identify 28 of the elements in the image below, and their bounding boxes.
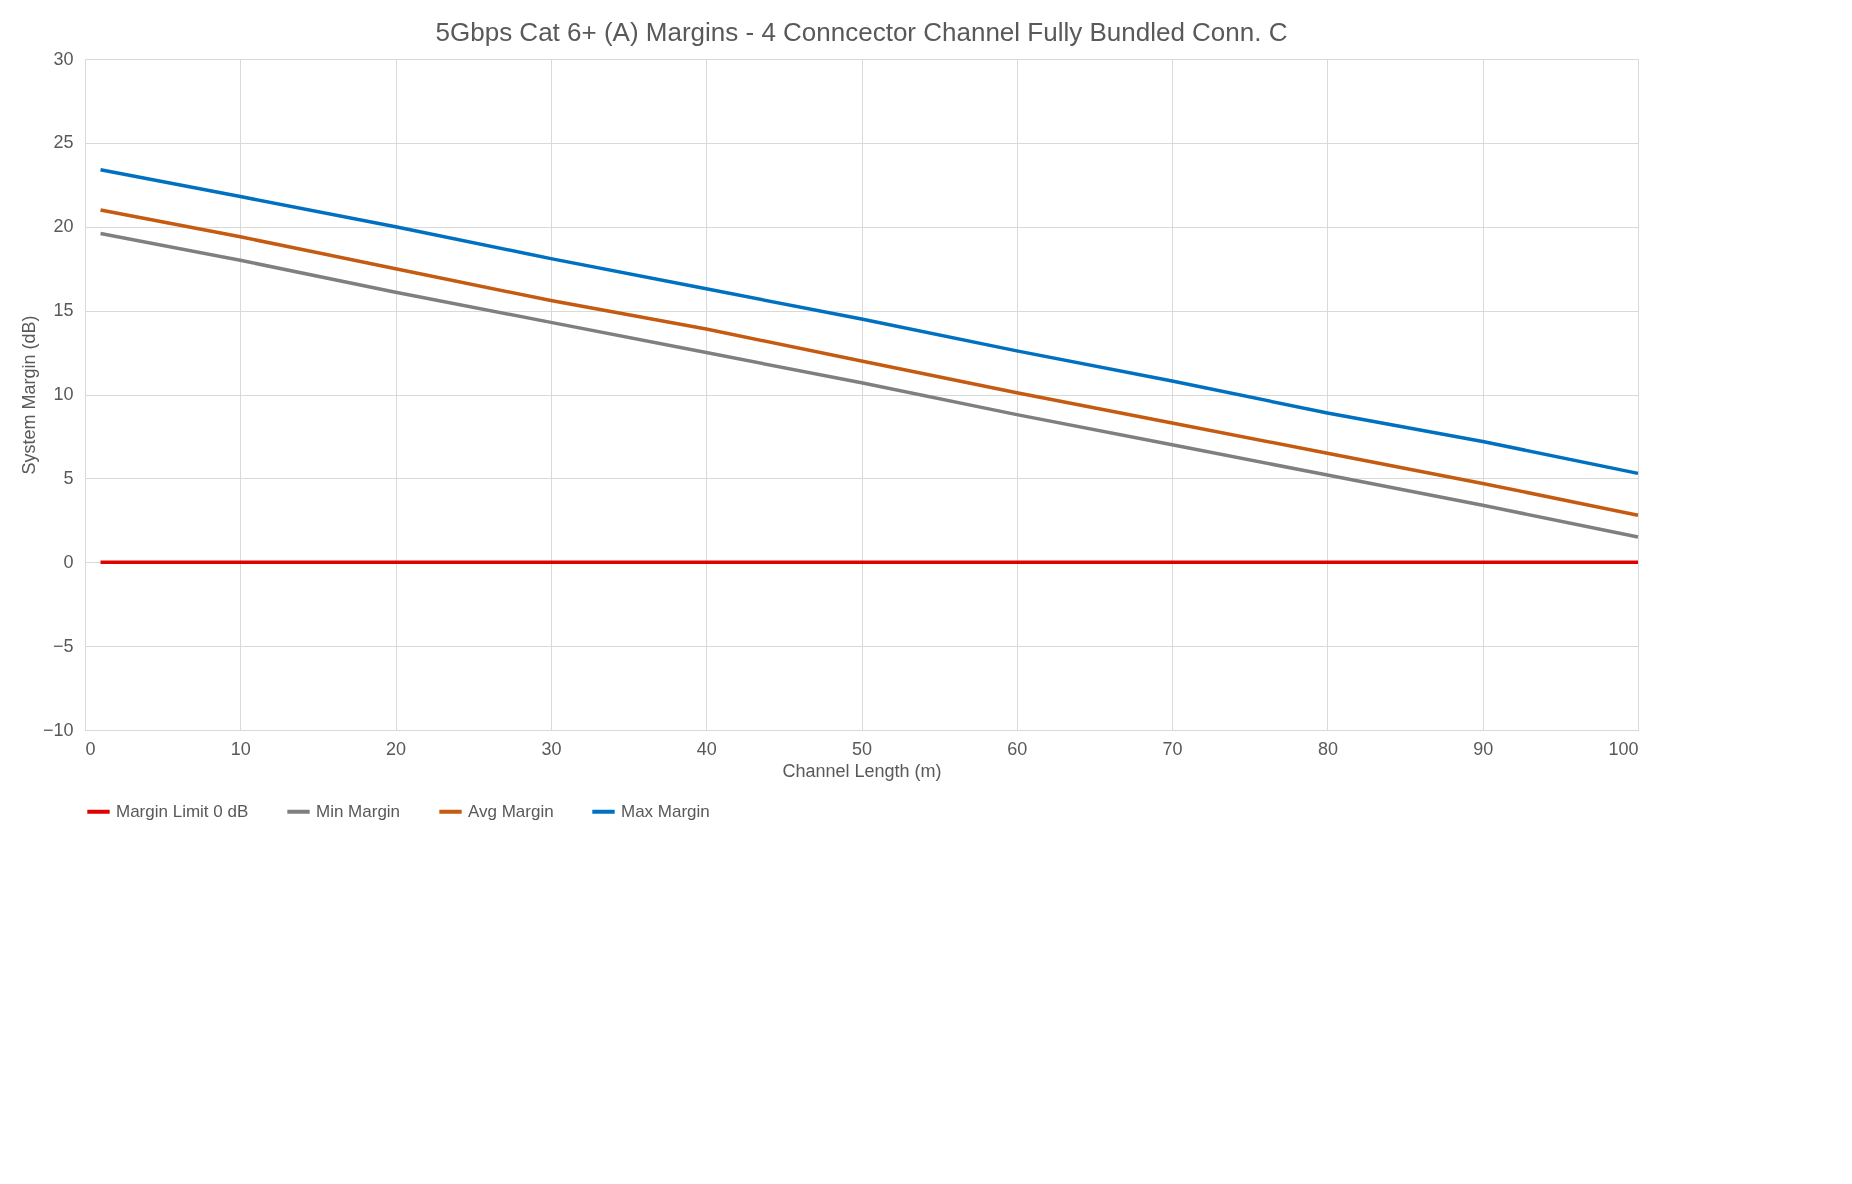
y-tick-label: −5 [52, 635, 74, 656]
y-axis-title: System Margin (dB) [18, 315, 39, 475]
y-tick-label: 25 [53, 132, 74, 153]
x-tick-label: 20 [386, 738, 407, 759]
x-tick-label: 50 [851, 738, 873, 759]
y-tick-label: 20 [53, 216, 74, 237]
y-tick-label: 0 [63, 551, 74, 572]
y-tick-label: 10 [53, 384, 74, 404]
x-tick-label: 100 [1608, 738, 1639, 759]
x-tick-label: 0 [85, 738, 96, 759]
x-tick-label: 60 [1007, 738, 1028, 759]
y-tick-label: 5 [63, 467, 74, 488]
x-axis-title: Channel Length (m) [782, 760, 942, 781]
x-tick-label: 80 [1317, 738, 1338, 759]
legend-label: Min Margin [316, 801, 401, 821]
legend-label: Max Margin [621, 801, 710, 821]
x-tick-label: 90 [1473, 738, 1494, 759]
x-tick-label: 30 [541, 738, 562, 759]
y-tick-label: −10 [42, 719, 74, 740]
legend-label: Avg Margin [468, 801, 554, 821]
legend-label: Margin Limit 0 dB [116, 801, 249, 821]
line-series [98, 167, 1640, 476]
y-tick-label: 15 [53, 300, 74, 321]
chart-title: 5Gbps Cat 6+ (A) Margins - 4 Conncector Channel Fully Bundled Conn. C [435, 17, 1288, 47]
y-tick-label: 30 [53, 48, 74, 69]
x-tick-label: 40 [696, 738, 717, 759]
x-tick-label: 10 [230, 738, 251, 759]
x-tick-label: 70 [1162, 738, 1183, 759]
